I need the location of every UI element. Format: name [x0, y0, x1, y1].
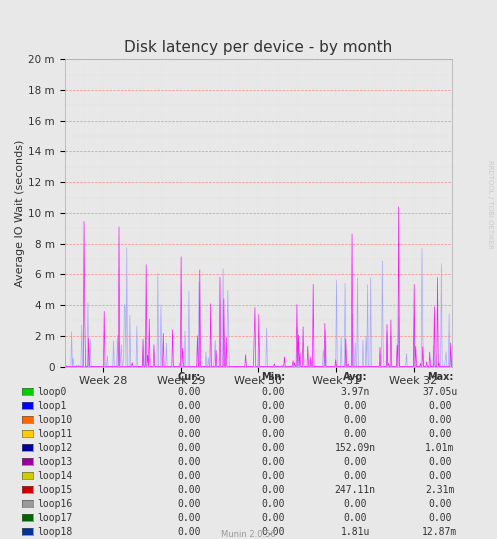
Text: 0.00: 0.00	[261, 471, 285, 481]
Text: 0.00: 0.00	[428, 513, 452, 523]
Text: 1.01m: 1.01m	[425, 443, 455, 453]
Text: 0.00: 0.00	[177, 415, 201, 425]
Text: RRDTOOL / TOBI OETIKER: RRDTOOL / TOBI OETIKER	[487, 161, 493, 249]
Text: Max:: Max:	[426, 372, 453, 382]
Text: 0.00: 0.00	[343, 471, 367, 481]
Text: 0.00: 0.00	[177, 527, 201, 537]
Text: 3.97n: 3.97n	[340, 387, 370, 397]
Text: 0.00: 0.00	[261, 415, 285, 425]
Text: 0.00: 0.00	[177, 387, 201, 397]
Text: 0.00: 0.00	[177, 443, 201, 453]
Text: 0.00: 0.00	[261, 513, 285, 523]
Text: 0.00: 0.00	[261, 429, 285, 439]
Text: 0.00: 0.00	[177, 513, 201, 523]
Text: loop1: loop1	[37, 401, 67, 411]
Text: 2.31m: 2.31m	[425, 485, 455, 495]
Text: 0.00: 0.00	[428, 457, 452, 467]
Text: 0.00: 0.00	[177, 499, 201, 509]
Text: loop11: loop11	[37, 429, 73, 439]
Text: 0.00: 0.00	[261, 443, 285, 453]
Text: 0.00: 0.00	[177, 401, 201, 411]
Title: Disk latency per device - by month: Disk latency per device - by month	[124, 40, 393, 56]
Text: 12.87m: 12.87m	[422, 527, 457, 537]
Text: 0.00: 0.00	[343, 415, 367, 425]
Text: 0.00: 0.00	[428, 429, 452, 439]
Text: 0.00: 0.00	[343, 499, 367, 509]
Text: 0.00: 0.00	[177, 457, 201, 467]
Text: 152.09n: 152.09n	[335, 443, 376, 453]
Text: 37.05u: 37.05u	[422, 387, 457, 397]
Text: loop18: loop18	[37, 527, 73, 537]
Text: 0.00: 0.00	[428, 415, 452, 425]
Text: 0.00: 0.00	[343, 513, 367, 523]
Text: 0.00: 0.00	[261, 499, 285, 509]
Text: loop16: loop16	[37, 499, 73, 509]
Text: loop14: loop14	[37, 471, 73, 481]
Text: Cur:: Cur:	[177, 372, 200, 382]
Text: 0.00: 0.00	[261, 387, 285, 397]
Text: 0.00: 0.00	[428, 471, 452, 481]
Text: 247.11n: 247.11n	[335, 485, 376, 495]
Text: 1.81u: 1.81u	[340, 527, 370, 537]
Text: loop0: loop0	[37, 387, 67, 397]
Text: 0.00: 0.00	[177, 485, 201, 495]
Text: 0.00: 0.00	[343, 429, 367, 439]
Text: Munin 2.0.56: Munin 2.0.56	[221, 530, 276, 539]
Text: loop13: loop13	[37, 457, 73, 467]
Text: 0.00: 0.00	[177, 429, 201, 439]
Text: loop12: loop12	[37, 443, 73, 453]
Y-axis label: Average IO Wait (seconds): Average IO Wait (seconds)	[15, 139, 25, 287]
Text: loop15: loop15	[37, 485, 73, 495]
Text: loop17: loop17	[37, 513, 73, 523]
Text: 0.00: 0.00	[343, 457, 367, 467]
Text: 0.00: 0.00	[261, 457, 285, 467]
Text: 0.00: 0.00	[428, 401, 452, 411]
Text: 0.00: 0.00	[261, 401, 285, 411]
Text: Avg:: Avg:	[343, 372, 368, 382]
Text: 0.00: 0.00	[177, 471, 201, 481]
Text: 0.00: 0.00	[261, 485, 285, 495]
Text: 0.00: 0.00	[343, 401, 367, 411]
Text: 0.00: 0.00	[428, 499, 452, 509]
Text: loop10: loop10	[37, 415, 73, 425]
Text: 0.00: 0.00	[261, 527, 285, 537]
Text: Min:: Min:	[261, 372, 285, 382]
